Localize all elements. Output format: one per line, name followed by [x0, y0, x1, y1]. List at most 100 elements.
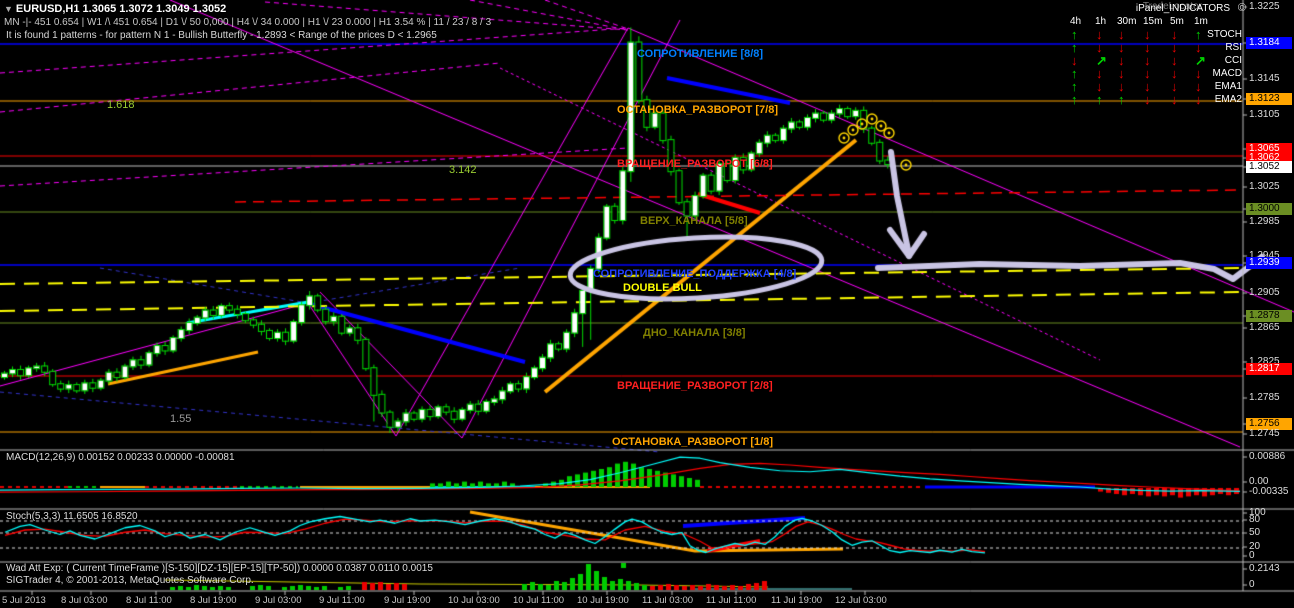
axis-price-label: 1.2945 [1249, 250, 1280, 261]
time-axis-label: 8 Jul 19:00 [190, 595, 237, 606]
ipanel-arrow-down-icon: ↓ [1171, 66, 1178, 81]
ipanel-arrow-down-icon: ↓ [1118, 79, 1125, 94]
ipanel-timeframe-5m: 5m [1170, 16, 1184, 27]
ipanel-arrow-down-icon: ↓ [1195, 92, 1202, 107]
time-axis-label: 8 Jul 11:00 [126, 595, 172, 606]
murrey-level-label: DOUBLE BULL [623, 282, 702, 294]
ipanel-arrow-down-icon: ↓ [1171, 92, 1178, 107]
murrey-level-label: ДНО_КАНАЛА [3/8] [643, 327, 746, 339]
ipanel-row-ema1: EMA1 [1214, 81, 1242, 92]
axis-price-label: 1.3145 [1249, 73, 1280, 84]
ipanel-arrow-down-icon: ↓ [1195, 40, 1202, 55]
ipanel-arrow-down-icon: ↓ [1171, 40, 1178, 55]
macd-label: MACD(12,26,9) 0.00152 0.00233 0.00000 -0… [6, 452, 235, 463]
axis-price-label: 1.2817 [1246, 363, 1292, 375]
wad-label: Wad Att Exp: ( Current TimeFrame )[S-150… [6, 563, 433, 574]
axis-price-label: 1.3105 [1249, 109, 1280, 120]
murrey-level-label: ВЕРХ_КАНАЛА [5/8] [640, 215, 748, 227]
ipanel-arrow-down-icon: ↓ [1171, 27, 1178, 42]
murrey-level-label: ВРАЩЕНИЕ_РАЗВОРОТ [6/8] [617, 158, 773, 170]
ipanel-arrow-down-icon: ↓ [1096, 40, 1103, 55]
ipanel-arrow-ne-icon: ↗ [1195, 53, 1206, 68]
axis-price-label: -0.00335 [1249, 486, 1289, 497]
ipanel-arrow-up-icon: ↑ [1071, 27, 1078, 42]
axis-price-label: 1.2756 [1246, 418, 1292, 430]
time-axis-label: 10 Jul 19:00 [577, 595, 629, 606]
axis-price-label: 1.2865 [1249, 322, 1280, 333]
ipanel-arrow-down-icon: ↓ [1144, 79, 1151, 94]
axis-price-label: 0 [1249, 550, 1255, 561]
ipanel-arrow-down-icon: ↓ [1071, 53, 1078, 68]
ipanel-row-cci: CCI [1224, 55, 1242, 66]
ipanel-arrow-down-icon: ↓ [1118, 27, 1125, 42]
axis-price-label: 1.3184 [1246, 37, 1292, 49]
ipanel-row-rsi: RSI [1225, 42, 1242, 53]
time-axis-label: 10 Jul 03:00 [448, 595, 500, 606]
axis-price-label: 1.2785 [1249, 392, 1280, 403]
ipanel-arrow-down-icon: ↓ [1144, 27, 1151, 42]
ipanel-arrow-down-icon: ↓ [1171, 79, 1178, 94]
axis-price-label: 0.2143 [1249, 563, 1280, 574]
pattern-found-line: It is found 1 patterns - for pattern N 1… [6, 30, 437, 41]
time-axis-label: 8 Jul 03:00 [61, 595, 108, 606]
copyright-icon: © [1237, 2, 1246, 14]
time-axis-label: 11 Jul 03:00 [642, 595, 694, 606]
axis-price-label: 1.2745 [1249, 428, 1280, 439]
time-axis-label: 9 Jul 11:00 [319, 595, 365, 606]
ipanel-row-stoch: STOCH [1207, 29, 1242, 40]
ipanel-timeframe-1h: 1h [1095, 16, 1107, 27]
ipanel-arrow-up-icon: ↑ [1071, 92, 1078, 107]
fan-ratio-label: 1.618 [107, 99, 135, 111]
ipanel-title: iPanel_INDICATORS [1135, 3, 1230, 14]
axis-price-label: 20 [1249, 541, 1261, 552]
axis-price-label: 1.2905 [1249, 287, 1280, 298]
ipanel-arrow-down-icon: ↓ [1096, 79, 1103, 94]
time-axis-label: 5 Jul 2013 [2, 595, 46, 606]
ipanel-arrow-up-icon: ↑ [1096, 92, 1103, 107]
ipanel-arrow-down-icon: ↓ [1096, 66, 1103, 81]
murrey-level-label: ВРАЩЕНИЕ_РАЗВОРОТ [2/8] [617, 380, 773, 392]
axis-price-label: 100 [1249, 507, 1266, 518]
fan-ratio-label: 3.142 [449, 164, 477, 176]
axis-price-label: 0.00886 [1249, 451, 1286, 462]
tradelocator-watermark: TradeLocator [1142, 1, 1202, 12]
time-axis-label: 11 Jul 19:00 [771, 595, 823, 606]
ipanel-arrow-down-icon: ↓ [1144, 40, 1151, 55]
ipanel-arrow-down-icon: ↓ [1118, 66, 1125, 81]
ipanel-timeframe-1m: 1m [1194, 16, 1208, 27]
murrey-level-label: ОСТАНОВКА_РАЗВОРОТ [1/8] [612, 436, 773, 448]
ipanel-arrow-down-icon: ↓ [1195, 79, 1202, 94]
murrey-level-label: СОПРОТИВЛЕНИЕ_ПОДДЕРЖКА [4/8] [593, 268, 797, 280]
ipanel-arrow-down-icon: ↓ [1144, 53, 1151, 68]
chevron-down-icon[interactable]: ▼ [4, 4, 13, 14]
ipanel-arrow-up-icon: ↑ [1071, 79, 1078, 94]
ipanel-row-macd: MACD [1212, 68, 1242, 79]
stoch-label: Stoch(5,3,3) 11.6505 16.8520 [6, 511, 138, 522]
axis-price-label: 1.2939 [1246, 257, 1292, 269]
axis-price-label: 0.00 [1249, 476, 1269, 487]
timeframe-stats-line: MN -|- 451 0.654 | W1 /\ 451 0.654 | D1 … [4, 17, 492, 28]
time-axis-label: 9 Jul 19:00 [384, 595, 431, 606]
time-axis-label: 12 Jul 03:00 [835, 595, 887, 606]
axis-price-label: 1.3225 [1249, 1, 1280, 12]
ipanel-row-ema2: EMA2 [1214, 94, 1242, 105]
symbol-title: ▼ EURUSD,H1 1.3065 1.3072 1.3049 1.3052 [4, 3, 226, 15]
fan-ratio-label: 1.55 [170, 413, 192, 425]
time-axis-label: 10 Jul 11:00 [513, 595, 565, 606]
ipanel-arrow-down-icon: ↓ [1144, 92, 1151, 107]
axis-price-label: 1.2985 [1249, 216, 1280, 227]
time-axis-label: 11 Jul 11:00 [706, 595, 757, 606]
ipanel-arrow-down-icon: ↓ [1096, 27, 1103, 42]
ipanel-arrow-ne-icon: ↗ [1096, 53, 1107, 68]
murrey-level-label: ОСТАНОВКА_РАЗВОРОТ [7/8] [617, 104, 778, 116]
murrey-level-label: СОПРОТИВЛЕНИЕ [8/8] [637, 48, 764, 60]
ipanel-arrow-down-icon: ↓ [1118, 40, 1125, 55]
time-axis-label: 9 Jul 03:00 [255, 595, 302, 606]
axis-price-label: 1.3000 [1246, 203, 1292, 215]
ipanel-arrow-down-icon: ↓ [1144, 66, 1151, 81]
axis-price-label: 1.2825 [1249, 356, 1280, 367]
ipanel-indicators: TradeLocator iPanel_INDICATORS © 4h 1h 30m… [1062, 1, 1246, 111]
axis-price-label: 80 [1249, 514, 1261, 525]
